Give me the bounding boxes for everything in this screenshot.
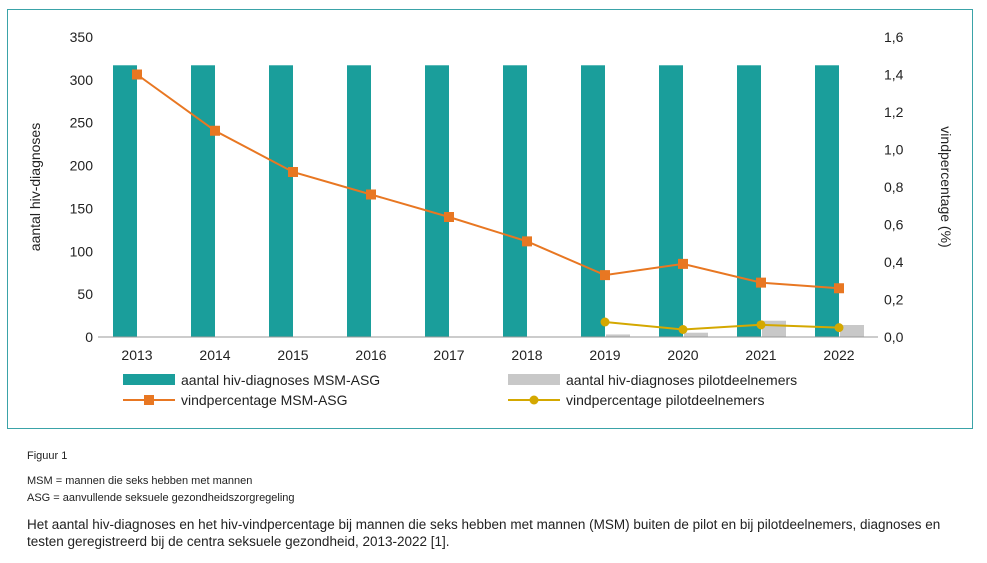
point-pilot <box>756 320 766 330</box>
note-asg: ASG = aanvullende seksuele gezondheidszo… <box>27 492 295 504</box>
y-tick-label-right: 0,0 <box>884 329 904 345</box>
bar-msm-asg <box>191 65 215 338</box>
y-tick-label-left: 250 <box>70 115 94 131</box>
bar-msm-asg <box>581 65 605 338</box>
bar-pilot <box>762 320 786 337</box>
point-msm-asg <box>678 258 688 269</box>
bar-msm-asg <box>269 65 293 338</box>
note-msm: MSM = mannen die seks hebben met mannen <box>27 475 253 487</box>
figure-caption: Het aantal hiv-diagnoses en het hiv-vind… <box>27 517 941 549</box>
lines <box>132 69 844 334</box>
y-tick-label-right: 0,8 <box>884 179 904 195</box>
bar-pilot <box>684 332 708 337</box>
bar-pilot <box>840 325 864 337</box>
point-msm-asg <box>756 277 766 288</box>
x-axis-ticks: 2013 2014 2015 2016 2017 2018 2019 2020 2021 2022 <box>121 347 854 363</box>
x-tick-label: 2013 <box>121 347 152 363</box>
combo-chart: 0 50 100 150 200 250 300 350 0,0 0,2 0,4 0,6 0,8 1,0… <box>27 29 954 408</box>
point-msm-asg <box>210 125 220 136</box>
y-tick-label-left: 0 <box>85 329 93 345</box>
bar-msm-asg <box>737 65 761 338</box>
bar-msm-asg <box>659 65 683 338</box>
point-pilot <box>678 325 688 334</box>
legend-marker-circle <box>529 395 539 405</box>
bar-msm-asg <box>347 65 371 338</box>
point-msm-asg <box>288 167 298 177</box>
legend-swatch-bar <box>508 374 560 385</box>
point-msm-asg <box>132 69 142 80</box>
y-tick-label-left: 150 <box>70 200 94 216</box>
y-tick-label-left: 350 <box>70 29 94 45</box>
y-tick-label-right: 0,4 <box>884 254 904 270</box>
x-tick-label: 2018 <box>511 347 542 363</box>
y-tick-label-left: 200 <box>70 158 94 174</box>
chart-frame: 0 50 100 150 200 250 300 350 0,0 0,2 0,4 0,6 0,8 1,0… <box>7 9 973 429</box>
point-pilot <box>834 323 844 333</box>
point-msm-asg <box>522 236 532 247</box>
x-tick-label: 2017 <box>433 347 464 363</box>
x-tick-label: 2016 <box>355 347 386 363</box>
y-tick-label-left: 100 <box>70 243 94 259</box>
y-tick-label-right: 0,6 <box>884 217 904 233</box>
legend: aantal hiv-diagnoses MSM-ASG aantal hiv-d… <box>123 372 797 408</box>
y-axis-left-title: aantal hiv-diagnoses <box>27 123 43 251</box>
point-msm-asg <box>366 189 376 200</box>
line-vindpercentage-msm-asg <box>136 73 840 290</box>
bar-msm-asg <box>425 65 449 338</box>
point-msm-asg <box>444 212 454 222</box>
legend-swatch-bar <box>123 374 175 385</box>
bar-msm-asg <box>113 65 137 338</box>
legend-label: aantal hiv-diagnoses MSM-ASG <box>181 372 380 388</box>
legend-label: vindpercentage pilotdeelnemers <box>566 392 764 408</box>
legend-marker-square <box>144 395 154 405</box>
y-tick-label-right: 1,4 <box>884 67 904 83</box>
y-axis-left-ticks: 0 50 100 150 200 250 300 350 <box>70 29 94 345</box>
y-tick-label-right: 1,2 <box>884 104 904 120</box>
x-tick-label: 2019 <box>589 347 620 363</box>
bar-msm-asg <box>815 65 839 338</box>
x-tick-label: 2022 <box>823 347 854 363</box>
x-tick-label: 2020 <box>667 347 698 363</box>
point-msm-asg <box>834 283 844 294</box>
y-axis-right-ticks: 0,0 0,2 0,4 0,6 0,8 1,0 1,2 1,4 1,6 <box>884 29 904 345</box>
point-msm-asg <box>600 270 610 281</box>
figure-label: Figuur 1 <box>27 450 68 462</box>
bar-msm-asg <box>503 65 527 338</box>
bar-pilot <box>606 334 630 337</box>
y-tick-label-left: 300 <box>70 72 94 88</box>
y-tick-label-right: 1,6 <box>884 29 904 45</box>
point-pilot <box>600 317 610 327</box>
line-vindpercentage-pilot <box>604 321 840 331</box>
legend-label: vindpercentage MSM-ASG <box>181 392 348 408</box>
x-tick-label: 2015 <box>277 347 308 363</box>
bars-msm-asg <box>113 65 839 338</box>
y-tick-label-right: 0,2 <box>884 292 904 308</box>
legend-label: aantal hiv-diagnoses pilotdeelnemers <box>566 372 797 388</box>
y-axis-right-title: vindpercentage (%) <box>938 126 954 247</box>
y-tick-label-left: 50 <box>77 286 93 302</box>
x-tick-label: 2021 <box>745 347 776 363</box>
x-tick-label: 2014 <box>199 347 230 363</box>
y-tick-label-right: 1,0 <box>884 142 904 158</box>
